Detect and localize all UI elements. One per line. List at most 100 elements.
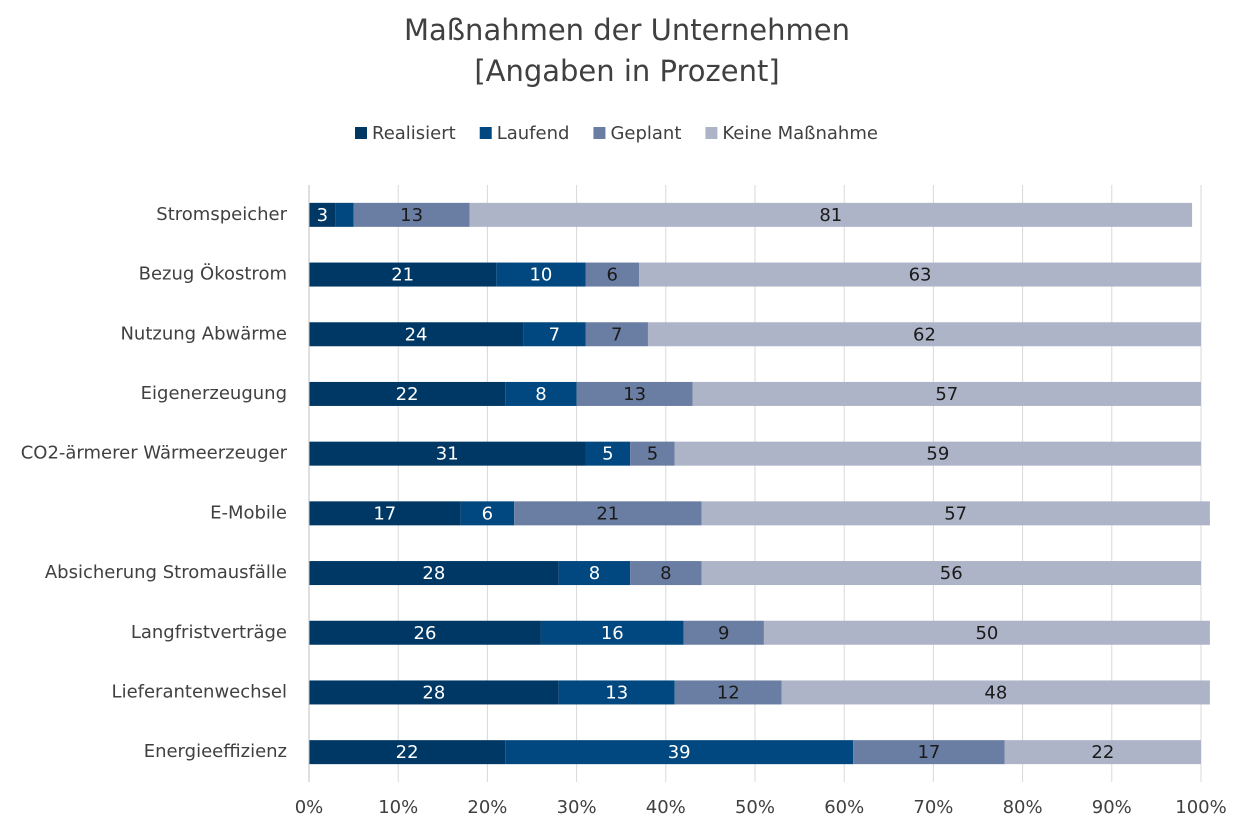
x-tick-label: 10%: [378, 797, 418, 818]
chart-subtitle: [Angaben in Prozent]: [474, 54, 779, 88]
data-label: 9: [718, 623, 729, 644]
x-tick-label: 70%: [913, 797, 953, 818]
legend-label: Laufend: [497, 123, 570, 144]
y-tick-label: Nutzung Abwärme: [120, 323, 287, 344]
y-tick-label: Absicherung Stromausfälle: [45, 562, 287, 583]
bar-segment: [460, 501, 515, 526]
data-label: 8: [589, 563, 600, 584]
data-label: 13: [400, 205, 423, 226]
data-label: 3: [317, 205, 328, 226]
data-label: 8: [535, 384, 546, 405]
bar-segment: [309, 262, 497, 287]
data-label: 21: [391, 265, 414, 286]
data-label: 24: [405, 324, 428, 345]
bar-segment: [674, 680, 782, 705]
legend-label: Geplant: [610, 123, 681, 144]
legend-swatch: [705, 127, 718, 139]
bar-segment: [514, 501, 702, 526]
x-tick-label: 30%: [557, 797, 597, 818]
y-tick-label: E-Mobile: [210, 502, 287, 523]
data-label: 28: [422, 682, 445, 703]
bar-segment: [558, 561, 631, 586]
bar-segment: [309, 322, 524, 347]
data-label: 62: [913, 324, 936, 345]
x-tick-label: 0%: [295, 797, 324, 818]
y-tick-label: Energieeffizienz: [144, 741, 287, 762]
y-tick-label: CO2-ärmerer Wärmeerzeuger: [21, 443, 288, 464]
data-label: 5: [647, 444, 658, 465]
data-label: 6: [607, 265, 618, 286]
bar-segment: [1004, 740, 1201, 765]
bar-segment: [309, 202, 336, 227]
data-label: 59: [926, 444, 949, 465]
chart-title: Maßnahmen der Unternehmen: [404, 13, 850, 47]
y-tick-label: Bezug Ökostrom: [139, 263, 287, 285]
data-label: 28: [422, 563, 445, 584]
bar-segment: [853, 740, 1005, 765]
data-label: 22: [396, 384, 419, 405]
y-tick-label: Langfristverträge: [131, 622, 287, 643]
data-label: 17: [373, 503, 396, 524]
bar-segment: [540, 620, 684, 645]
bar-segment: [781, 680, 1210, 705]
data-label: 7: [549, 324, 560, 345]
bar-segment: [558, 680, 675, 705]
data-label: 56: [940, 563, 963, 584]
data-label: 5: [602, 444, 613, 465]
data-label: 17: [917, 742, 940, 763]
data-label: 81: [819, 205, 842, 226]
bar-segment: [505, 740, 854, 765]
data-label: 7: [611, 324, 622, 345]
data-label: 22: [1091, 742, 1114, 763]
data-label: 12: [717, 682, 740, 703]
bar-segment: [353, 202, 470, 227]
data-label: 57: [935, 384, 958, 405]
data-label: 16: [601, 623, 624, 644]
bar-segment: [469, 202, 1193, 227]
data-label: 48: [984, 682, 1007, 703]
legend-swatch: [355, 127, 367, 139]
y-tick-label: Lieferantenwechsel: [112, 681, 287, 702]
data-label: 31: [436, 444, 459, 465]
bar-segment: [335, 202, 354, 227]
bar-segment: [683, 620, 764, 645]
x-tick-label: 80%: [1003, 797, 1043, 818]
y-tick-label: Eigenerzeugung: [141, 383, 287, 404]
x-tick-label: 50%: [735, 797, 775, 818]
bar-segment: [647, 322, 1201, 347]
x-tick-label: 20%: [467, 797, 507, 818]
data-label: 57: [944, 503, 967, 524]
x-tick-label: 40%: [646, 797, 686, 818]
bar-segment: [701, 501, 1210, 526]
bar-segment: [701, 561, 1201, 586]
bar-segment: [674, 441, 1201, 466]
data-label: 39: [668, 742, 691, 763]
bar-segment: [309, 620, 541, 645]
bar-segment: [309, 680, 559, 705]
x-tick-label: 90%: [1092, 797, 1132, 818]
data-label: 21: [596, 503, 619, 524]
bar-segment: [639, 262, 1201, 287]
data-label: 13: [605, 682, 628, 703]
bar-segment: [309, 740, 506, 765]
bar-segment: [309, 501, 461, 526]
bar-segment: [496, 262, 586, 287]
bar-segment: [576, 381, 693, 406]
data-label: 10: [529, 265, 552, 286]
legend-swatch: [479, 127, 492, 139]
legend-label: Realisiert: [372, 123, 456, 144]
bar-segment: [585, 441, 631, 466]
data-label: 13: [623, 384, 646, 405]
bar-segment: [505, 381, 577, 406]
legend-label: Keine Maßnahme: [722, 123, 878, 144]
bar-segment: [630, 561, 702, 586]
y-tick-label: Stromspeicher: [156, 204, 287, 225]
bar-segment: [309, 381, 506, 406]
bar-segment: [630, 441, 675, 466]
bar-segment: [763, 620, 1210, 645]
bar-segment: [585, 262, 640, 287]
data-label: 8: [660, 563, 671, 584]
legend-swatch: [593, 127, 606, 139]
bar-segment: [309, 441, 586, 466]
